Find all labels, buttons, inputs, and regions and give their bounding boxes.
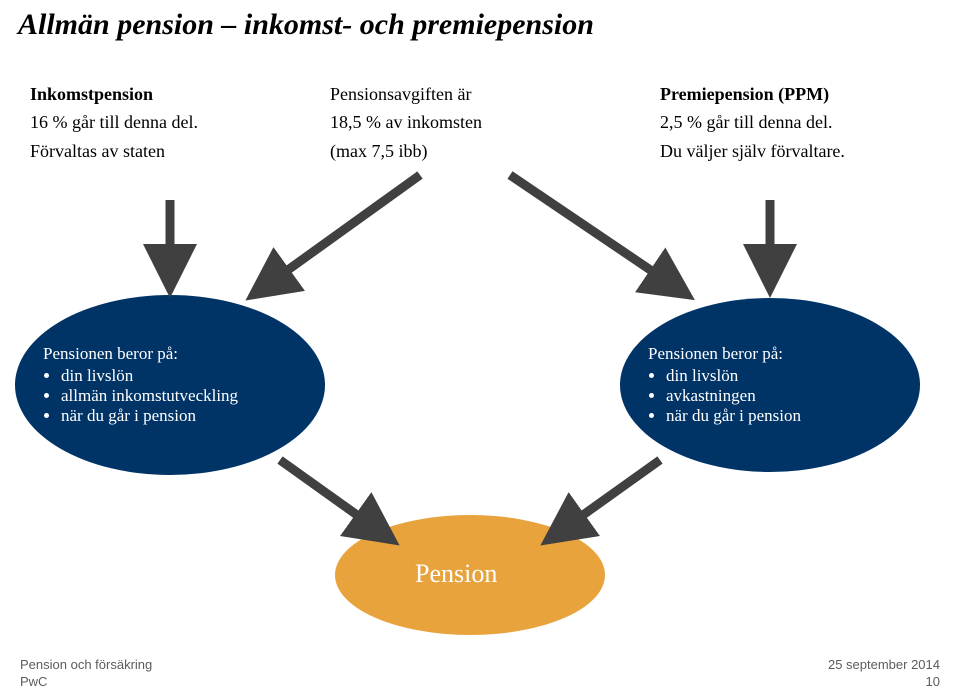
column-premiepension: Premiepension (PPM) 2,5 % går till denna…	[660, 82, 940, 167]
footer-right-line2: 10	[926, 674, 940, 689]
bubble-right-item: din livslön	[666, 366, 892, 386]
footer-right: 25 september 2014 10	[828, 657, 940, 691]
bubble-left: Pensionen beror på: din livslön allmän i…	[15, 295, 325, 475]
col-right-line2: Du väljer själv förvaltare.	[660, 139, 940, 163]
bubble-left-heading: Pensionen beror på:	[43, 344, 297, 364]
col-mid-line3: (max 7,5 ibb)	[330, 139, 590, 163]
col-left-line1: 16 % går till denna del.	[30, 110, 290, 134]
bubble-right-heading: Pensionen beror på:	[648, 344, 892, 364]
col-mid-line1: Pensionsavgiften är	[330, 82, 590, 106]
bubble-left-list: din livslön allmän inkomstutveckling när…	[43, 366, 297, 426]
footer-left-line2: PwC	[20, 674, 47, 689]
bubble-left-item: allmän inkomstutveckling	[61, 386, 297, 406]
col-left-heading: Inkomstpension	[30, 82, 290, 106]
footer-left-line1: Pension och försäkring	[20, 657, 152, 672]
col-right-heading: Premiepension (PPM)	[660, 82, 940, 106]
bubble-left-item: när du går i pension	[61, 406, 297, 426]
bubble-right-item: avkastningen	[666, 386, 892, 406]
bubble-right-list: din livslön avkastningen när du går i pe…	[648, 366, 892, 426]
col-left-line2: Förvaltas av staten	[30, 139, 290, 163]
col-mid-line2: 18,5 % av inkomsten	[330, 110, 590, 134]
footer-right-line1: 25 september 2014	[828, 657, 940, 672]
column-inkomstpension: Inkomstpension 16 % går till denna del. …	[30, 82, 290, 167]
page-title: Allmän pension – inkomst- och premiepens…	[18, 8, 594, 42]
footer-left: Pension och försäkring PwC	[20, 657, 152, 691]
bubble-left-item: din livslön	[61, 366, 297, 386]
bubble-right: Pensionen beror på: din livslön avkastni…	[620, 298, 920, 472]
bubble-right-item: när du går i pension	[666, 406, 892, 426]
col-right-line1: 2,5 % går till denna del.	[660, 110, 940, 134]
bubble-bottom-label: Pension	[415, 559, 497, 589]
column-pensionsavgiften: Pensionsavgiften är 18,5 % av inkomsten …	[330, 82, 590, 167]
